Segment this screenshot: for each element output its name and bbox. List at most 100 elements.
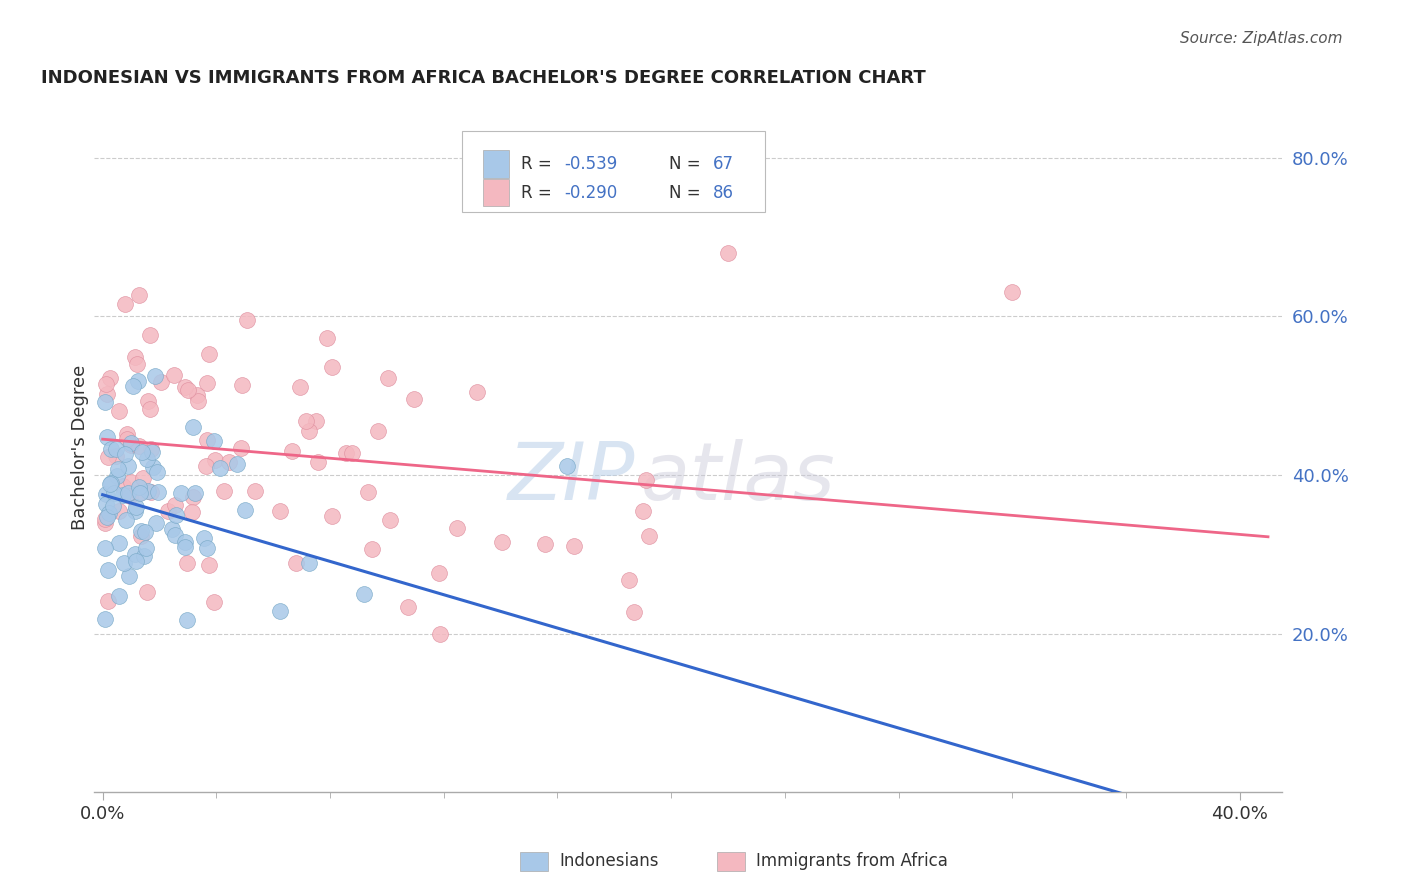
Point [136, 394, 159, 409]
Point [96, 450, 118, 465]
Point [128, 480, 150, 494]
Point [208, 461, 231, 475]
Point [98, 477, 121, 491]
Point [197, 541, 219, 555]
Point [446, 520, 468, 534]
Point [298, 556, 321, 570]
Point [176, 556, 198, 570]
Point [101, 500, 124, 514]
Point [187, 394, 209, 409]
Point [129, 529, 152, 543]
Point [214, 483, 236, 498]
Point [298, 424, 321, 438]
Point [619, 574, 641, 588]
Point [184, 485, 207, 500]
Point [555, 459, 578, 474]
Point [342, 446, 364, 460]
Point [146, 484, 169, 499]
Point [186, 387, 208, 401]
Text: INDONESIAN VS IMMIGRANTS FROM AFRICA BACHELOR'S DEGREE CORRELATION CHART: INDONESIAN VS IMMIGRANTS FROM AFRICA BAC… [41, 69, 925, 87]
Point [202, 434, 225, 448]
Text: Indonesians: Indonesians [560, 852, 659, 870]
Point [141, 445, 163, 459]
FancyBboxPatch shape [463, 131, 765, 212]
Point [139, 484, 162, 499]
Point [174, 380, 197, 394]
Point [150, 375, 173, 389]
Point [108, 404, 131, 418]
Point [96, 387, 118, 401]
Point [562, 539, 585, 553]
Point [367, 425, 389, 439]
Point [269, 604, 291, 618]
Point [181, 419, 204, 434]
Point [97, 506, 120, 520]
Point [96, 430, 118, 444]
Point [636, 474, 658, 488]
Point [143, 369, 166, 384]
Text: ZIP: ZIP [508, 439, 634, 517]
Point [173, 534, 195, 549]
Point [115, 432, 138, 446]
Point [195, 433, 218, 447]
Point [195, 458, 218, 473]
Point [114, 556, 136, 570]
Point [111, 479, 134, 493]
Point [295, 414, 318, 428]
Point [117, 486, 139, 500]
Point [465, 385, 488, 400]
Point [162, 368, 184, 382]
Point [94, 395, 117, 409]
Text: atlas: atlas [641, 439, 835, 517]
Point [321, 359, 343, 374]
Point [107, 536, 129, 550]
Point [117, 427, 139, 442]
Point [193, 531, 215, 545]
Point [94, 612, 117, 626]
Point [290, 380, 312, 394]
Point [269, 504, 291, 518]
Point [120, 475, 142, 489]
Text: -0.539: -0.539 [565, 155, 617, 173]
Point [160, 522, 183, 536]
Point [96, 510, 118, 524]
Point [176, 613, 198, 627]
Text: N =: N = [669, 184, 706, 202]
Point [307, 455, 329, 469]
Point [321, 508, 343, 523]
Point [125, 500, 148, 514]
Point [361, 541, 384, 556]
Point [97, 563, 120, 577]
Point [127, 357, 149, 371]
Point [94, 512, 117, 526]
Point [136, 451, 159, 466]
Point [225, 457, 247, 471]
Point [231, 377, 253, 392]
Point [124, 351, 146, 365]
Point [218, 455, 240, 469]
Point [94, 497, 117, 511]
Point [233, 502, 256, 516]
Point [139, 328, 162, 343]
Point [169, 486, 191, 500]
Point [103, 486, 125, 500]
Point [108, 504, 131, 518]
Point [131, 445, 153, 459]
Point [198, 558, 221, 573]
Point [404, 392, 426, 406]
Point [117, 459, 139, 474]
Bar [482, 178, 509, 206]
Point [353, 587, 375, 601]
Point [114, 513, 136, 527]
Point [104, 442, 127, 456]
Point [131, 471, 153, 485]
Point [128, 485, 150, 500]
Point [195, 376, 218, 390]
Text: -0.290: -0.290 [565, 184, 617, 202]
Point [122, 379, 145, 393]
Point [136, 584, 159, 599]
Point [145, 516, 167, 531]
Point [281, 444, 304, 458]
Text: R =: R = [520, 184, 557, 202]
Y-axis label: Bachelor's Degree: Bachelor's Degree [72, 365, 89, 530]
